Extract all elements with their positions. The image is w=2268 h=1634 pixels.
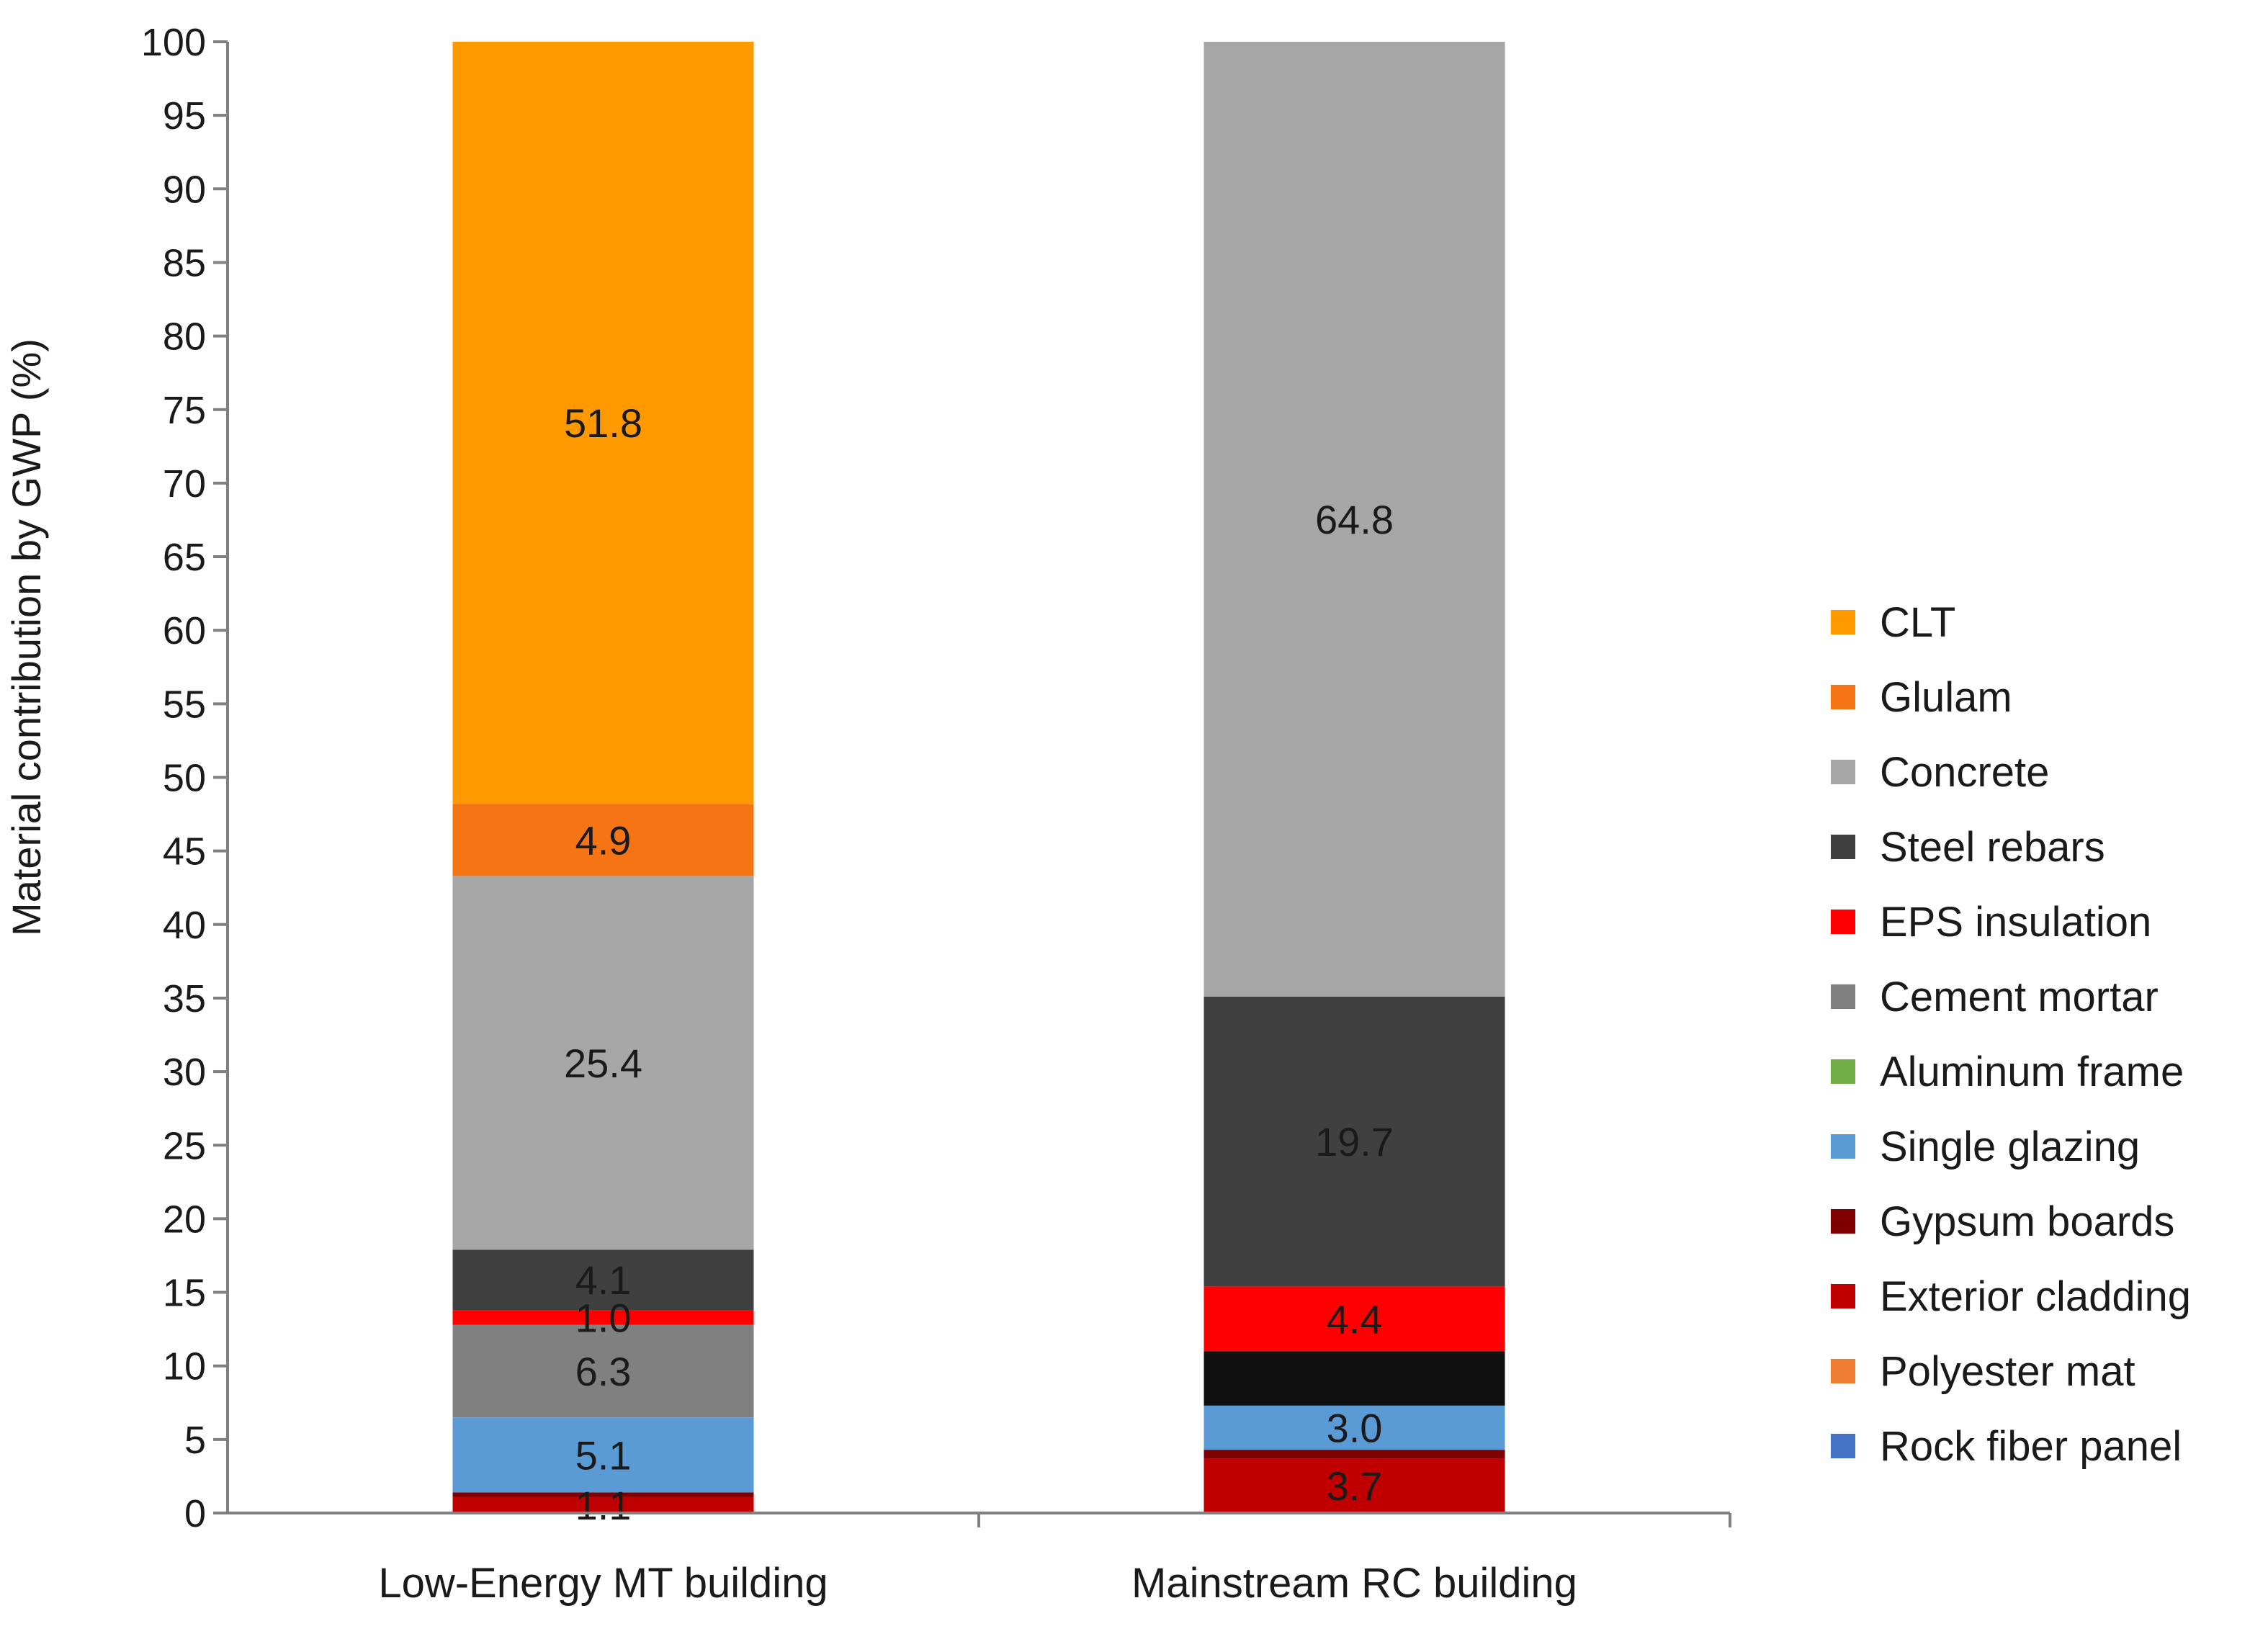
bar-segment-aluminum-frame — [1204, 1351, 1505, 1406]
bar-segment-glulam — [452, 804, 754, 876]
data-label-single-glazing: 5.1 — [575, 1432, 632, 1478]
x-category-label: Mainstream RC building — [1131, 1560, 1577, 1607]
y-tick-label: 65 — [163, 536, 206, 579]
y-tick-label: 35 — [163, 977, 206, 1020]
legend-label-concrete: Concrete — [1880, 749, 2049, 796]
data-label-exterior-cladding: 1.1 — [575, 1483, 632, 1528]
x-axis-ticks: Low-Energy MT building Mainstream RC buil… — [378, 1513, 1731, 1607]
legend-label-exterior-cladding: Exterior cladding — [1880, 1273, 2191, 1320]
legend-swatch-steel-rebars — [1831, 835, 1855, 859]
legend-label-clt: CLT — [1880, 599, 1955, 646]
data-label-concrete: 64.8 — [1315, 497, 1394, 542]
data-label-steel-rebars: 19.7 — [1315, 1119, 1394, 1164]
data-label-eps-insulation: 1.0 — [575, 1295, 632, 1340]
bar-segment-single-glazing — [452, 1417, 754, 1493]
y-tick-label: 15 — [163, 1272, 206, 1315]
bar-segment-exterior-cladding — [452, 1496, 754, 1513]
bar-segment-concrete — [452, 876, 754, 1250]
legend-label-glulam: Glulam — [1880, 674, 2012, 721]
legend-label-aluminum-frame: Aluminum frame — [1880, 1049, 2184, 1095]
bar-segment-steel-rebars — [1204, 996, 1505, 1287]
y-tick-label: 95 — [163, 94, 206, 138]
y-tick-label: 55 — [163, 683, 206, 726]
legend-swatch-cement-mortar — [1831, 984, 1855, 1009]
y-tick-label: 30 — [163, 1051, 206, 1094]
y-tick-label: 100 — [141, 21, 206, 64]
legend-swatch-exterior-cladding — [1831, 1284, 1855, 1308]
data-label-steel-rebars: 4.1 — [575, 1257, 632, 1303]
legend-label-rock-fiber-panel: Rock fiber panel — [1880, 1423, 2182, 1470]
data-labels-layer: 1.1 5.1 6.3 1.04.1 25.4 4.9 51.8 3.7 3.0 4.4 19.7 6… — [564, 400, 1394, 1528]
y-tick-label: 5 — [184, 1419, 206, 1462]
legend-swatch-glulam — [1831, 685, 1855, 709]
y-tick-label: 10 — [163, 1345, 206, 1388]
y-tick-label: 25 — [163, 1124, 206, 1167]
bar-segment-cement-mortar — [452, 1324, 754, 1418]
y-tick-label: 80 — [163, 315, 206, 359]
legend-label-single-glazing: Single glazing — [1880, 1123, 2140, 1170]
bar-segment-eps-insulation — [452, 1310, 754, 1325]
y-tick-label: 50 — [163, 757, 206, 800]
y-axis-title: Material contribution by GWP (%) — [4, 338, 49, 936]
data-label-single-glazing: 3.0 — [1327, 1406, 1383, 1451]
y-tick-label: 0 — [184, 1492, 206, 1535]
legend-swatch-gypsum-boards — [1831, 1209, 1855, 1234]
y-tick-label: 85 — [163, 241, 206, 284]
bar-segment-clt — [452, 42, 754, 804]
legend-label-steel-rebars: Steel rebars — [1880, 824, 2105, 871]
y-tick-label: 20 — [163, 1198, 206, 1241]
legend-label-gypsum-boards: Gypsum boards — [1880, 1198, 2174, 1245]
y-tick-label: 40 — [163, 904, 206, 947]
legend-label-eps-insulation: EPS insulation — [1880, 899, 2151, 946]
legend-label-polyester-mat: Polyester mat — [1880, 1348, 2135, 1395]
data-label-eps-insulation: 4.4 — [1327, 1296, 1383, 1342]
legend: CLT Glulam Concrete Steel rebars EPS insulat… — [1831, 599, 2191, 1470]
bar-segment-eps-insulation — [1204, 1286, 1505, 1352]
bar-segment-concrete — [1204, 42, 1505, 997]
data-label-exterior-cladding: 3.7 — [1327, 1463, 1383, 1509]
y-tick-label: 90 — [163, 168, 206, 211]
data-label-glulam: 4.9 — [575, 817, 632, 863]
y-tick-label: 45 — [163, 830, 206, 874]
legend-swatch-polyester-mat — [1831, 1359, 1855, 1383]
x-category-label: Low-Energy MT building — [378, 1560, 828, 1607]
data-label-cement-mortar: 6.3 — [575, 1349, 632, 1394]
legend-swatch-rock-fiber-panel — [1831, 1434, 1855, 1458]
data-label-clt: 51.8 — [564, 400, 642, 446]
y-tick-label: 70 — [163, 462, 206, 506]
y-tick-label: 75 — [163, 389, 206, 432]
legend-swatch-clt — [1831, 610, 1855, 634]
legend-label-cement-mortar: Cement mortar — [1880, 974, 2159, 1020]
bar-segment-steel-rebars — [452, 1249, 754, 1311]
y-axis-ticks: 0 5 10 15 20 25 30 35 40 45 50 55 60 65 70 75 80 85 90 95 10… — [141, 21, 228, 1535]
legend-swatch-aluminum-frame — [1831, 1059, 1855, 1084]
bar-segment-single-glazing — [1204, 1405, 1505, 1450]
bar-segment-gypsum-boards — [452, 1492, 754, 1497]
legend-swatch-eps-insulation — [1831, 910, 1855, 934]
legend-swatch-concrete — [1831, 760, 1855, 784]
legend-swatch-single-glazing — [1831, 1134, 1855, 1159]
y-tick-label: 60 — [163, 609, 206, 652]
bars-layer — [452, 42, 1505, 1513]
bar-segment-exterior-cladding — [1204, 1458, 1505, 1513]
bar-segment-gypsum-boards — [1204, 1450, 1505, 1459]
data-label-concrete: 25.4 — [564, 1041, 642, 1086]
